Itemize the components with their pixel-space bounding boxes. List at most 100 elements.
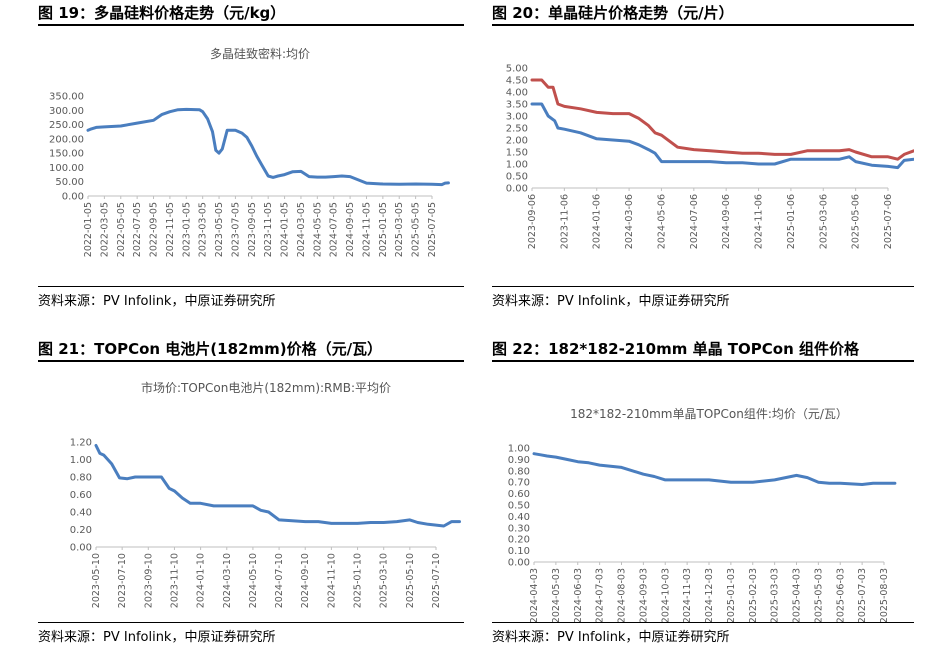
figure-22-panel: 图 22：182*182-210mm 单晶 TOPCon 组件价格 182*18… — [492, 336, 914, 648]
figure-title: 图 21：TOPCon 电池片(182mm)价格（元/瓦） — [38, 340, 383, 358]
x-tick-label: 2023-03-05 — [198, 202, 209, 257]
figure-20-panel: 图 20：单晶硅片价格走势（元/片） 0.00 0.50 1.00 1.50 2.00 2… — [492, 0, 914, 312]
x-tick-label: 2025-05-06 — [851, 194, 862, 249]
x-tick-label: 2024-07-10 — [274, 553, 285, 608]
figure-title: 图 22：182*182-210mm 单晶 TOPCon 组件价格 — [492, 340, 859, 358]
chart-title: 市场价:TOPCon电池片(182mm):RMB:平均价 — [141, 380, 391, 395]
x-tick-label: 2025-01-05 — [378, 202, 389, 257]
y-tick-label: 1.50 — [506, 148, 528, 159]
x-tick-label: 2024-07-03 — [595, 568, 606, 622]
x-tick-label: 2024-09-05 — [345, 202, 356, 257]
x-tick-label: 2023-09-05 — [247, 202, 258, 257]
source-note: 资料来源：PV Infolink，中原证券研究所 — [38, 630, 276, 645]
x-tick-label: 2024-09-03 — [638, 568, 649, 622]
source-note: 资料来源：PV Infolink，中原证券研究所 — [492, 630, 730, 645]
y-tick-label: 1.20 — [70, 438, 92, 449]
x-tick-label: 2024-03-06 — [624, 194, 635, 249]
x-tick-label: 2024-10-03 — [660, 568, 671, 622]
x-tick-label: 2024-12-03 — [704, 568, 715, 622]
source-rule — [492, 622, 914, 623]
x-tick-label: 2025-02-03 — [748, 568, 759, 622]
wafer-price-chart: 0.000.501.001.502.002.503.003.504.004.50… — [506, 64, 914, 249]
source-rule — [38, 286, 464, 287]
y-tick-label: 1.00 — [70, 455, 92, 466]
y-tick-label: 0.80 — [508, 466, 530, 477]
y-tick-label: 250.00 — [49, 120, 84, 131]
polysilicon-price-chart: 多晶硅致密料:均价 0.00 50.00 100.00 150.00 200.00 250.… — [49, 46, 450, 257]
x-tick-label: 2025-06-03 — [835, 568, 846, 622]
topcon-module-price-chart: 182*182-210mm单晶TOPCon组件:均价（元/瓦）0.000.100… — [508, 407, 897, 622]
series-line-0 — [532, 452, 897, 486]
x-tick-label: 2024-09-10 — [300, 553, 311, 608]
x-tick-label: 2023-09-10 — [143, 553, 154, 608]
y-tick-label: 0.90 — [508, 455, 530, 466]
y-tick-label: 0.50 — [508, 501, 530, 512]
x-tick-label: 2023-05-05 — [214, 202, 225, 257]
x-tick-label: 2022-07-05 — [132, 202, 143, 257]
x-tick-label: 2023-05-10 — [91, 553, 102, 608]
x-tick-label: 2023-09-06 — [527, 194, 538, 249]
y-tick-label: 0.60 — [508, 489, 530, 500]
x-tick-label: 2023-01-05 — [181, 202, 192, 257]
figure-title: 图 20：单晶硅片价格走势（元/片） — [492, 4, 734, 22]
x-tick-label: 2024-03-05 — [296, 202, 307, 257]
y-tick-label: 4.50 — [506, 76, 528, 87]
x-tick-label: 2024-03-10 — [222, 553, 233, 608]
figure-19-panel: 图 19：多晶硅料价格走势（元/kg） 多晶硅致密料:均价 0.00 50.00 10… — [38, 0, 464, 312]
x-tick-label: 2024-11-10 — [326, 553, 337, 608]
x-tick-label: 2025-04-03 — [792, 568, 803, 622]
x-tick-label: 2024-07-06 — [689, 194, 700, 249]
series-line-0 — [86, 107, 450, 187]
y-tick-label: 0.80 — [70, 473, 92, 484]
y-tick-label: 200.00 — [49, 134, 84, 145]
y-tick-label: 0.00 — [506, 184, 528, 195]
x-tick-label: 2024-11-06 — [754, 194, 765, 249]
x-tick-label: 2023-11-05 — [263, 202, 274, 257]
y-tick-label: 0.00 — [508, 558, 530, 569]
x-tick-label: 2024-07-05 — [329, 202, 340, 257]
x-tick-label: 2024-05-06 — [656, 194, 667, 249]
y-tick-label: 300.00 — [49, 106, 84, 117]
y-tick-label: 0.40 — [508, 512, 530, 523]
y-tick-label: 4.00 — [506, 88, 528, 99]
x-tick-label: 2024-01-06 — [592, 194, 603, 249]
y-tick-label: 2.50 — [506, 124, 528, 135]
y-tick-label: 100.00 — [49, 163, 84, 174]
x-tick-label: 2024-11-03 — [682, 568, 693, 622]
x-tick-label: 2025-05-05 — [411, 202, 422, 257]
x-tick-label: 2024-06-03 — [573, 568, 584, 622]
series-line-0 — [530, 78, 914, 161]
y-tick-label: 0.10 — [508, 546, 530, 557]
x-tick-label: 2022-05-05 — [116, 202, 127, 257]
y-tick-label: 350.00 — [49, 92, 84, 103]
x-tick-label: 2025-03-06 — [818, 194, 829, 249]
x-tick-label: 2023-11-06 — [559, 194, 570, 249]
y-tick-label: 150.00 — [49, 149, 84, 160]
source-rule — [38, 622, 464, 623]
x-tick-label: 2025-08-03 — [879, 568, 890, 622]
y-tick-label: 0.60 — [70, 490, 92, 501]
y-tick-label: 0.40 — [70, 508, 92, 519]
x-tick-label: 2024-05-03 — [551, 568, 562, 622]
x-tick-label: 2025-03-05 — [394, 202, 405, 257]
series-line-0 — [94, 444, 461, 528]
x-tick-label: 2023-11-10 — [169, 553, 180, 608]
x-tick-label: 2025-07-03 — [857, 568, 868, 622]
x-tick-label: 2022-09-05 — [149, 202, 160, 257]
x-tick-label: 2024-11-05 — [361, 202, 372, 257]
y-tick-label: 0.00 — [70, 543, 92, 554]
y-tick-label: 0.50 — [506, 172, 528, 183]
x-tick-label: 2025-07-06 — [883, 194, 894, 249]
x-tick-label: 2024-01-05 — [280, 202, 291, 257]
y-tick-label: 2.00 — [506, 136, 528, 147]
x-tick-label: 2024-09-06 — [721, 194, 732, 249]
y-tick-label: 1.00 — [506, 160, 528, 171]
series-line-1 — [530, 102, 914, 170]
x-tick-label: 2022-11-05 — [165, 202, 176, 257]
source-note: 资料来源：PV Infolink，中原证券研究所 — [492, 294, 730, 309]
title-rule — [492, 24, 914, 26]
x-tick-label: 2025-05-03 — [813, 568, 824, 622]
y-tick-label: 0.20 — [70, 525, 92, 536]
x-tick-label: 2024-04-03 — [529, 568, 540, 622]
x-tick-label: 2022-01-05 — [83, 202, 94, 257]
